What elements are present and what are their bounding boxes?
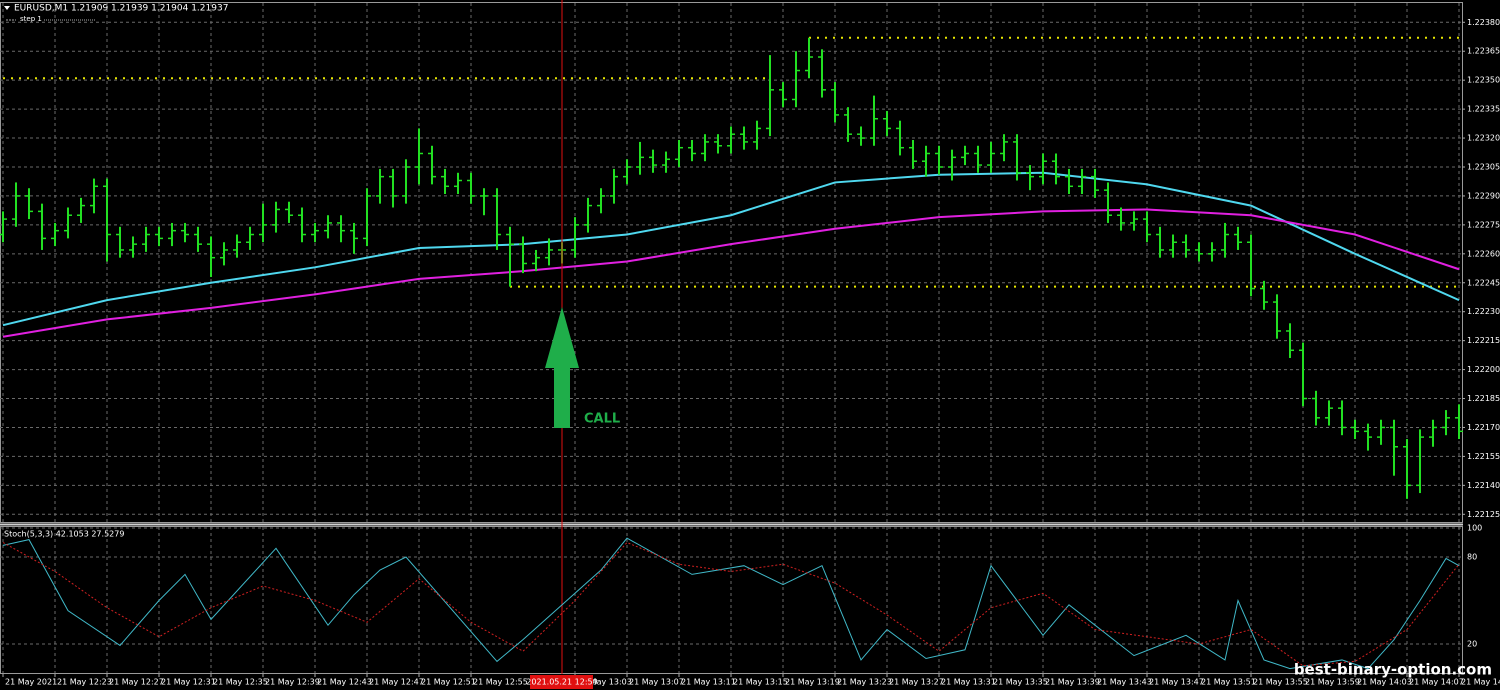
y-tick-label: 100 — [1467, 524, 1482, 533]
x-tick-label: 21 May 12:31 — [161, 678, 216, 687]
y-tick-label: 1.22335 — [1467, 105, 1500, 114]
x-tick-label: 21 May 2021 — [5, 678, 57, 687]
chart-subtitle: step 1 — [20, 15, 42, 23]
y-tick-label: 1.22365 — [1467, 47, 1500, 56]
x-tick-label: 21 May 12:47 — [369, 678, 424, 687]
y-tick-label: 1.22260 — [1467, 249, 1500, 258]
x-tick-label: 21 May 14:03 — [1357, 678, 1412, 687]
main-frame — [0, 2, 1463, 523]
x-tick-label: 21 May 12:51 — [421, 678, 476, 687]
x-tick-label: 21 May 13:27 — [889, 678, 944, 687]
y-tick-label: 80 — [1467, 553, 1477, 562]
chart-title: EURUSD,M1 1.21909 1.21939 1.21904 1.2193… — [14, 4, 228, 14]
x-tick-label: 21 May 14:11 — [1461, 678, 1500, 687]
x-tick-label: 21 May 14:07 — [1409, 678, 1464, 687]
y-tick-label: 1.22200 — [1467, 365, 1500, 374]
y-tick-label: 1.22140 — [1467, 481, 1500, 490]
x-tick-label: 21 May 13:19 — [785, 678, 840, 687]
menu-triangle — [4, 6, 10, 10]
x-tick-label: 21 May 13:15 — [733, 678, 788, 687]
stoch-line — [2, 537, 1460, 670]
y-tick-label: 1.22350 — [1467, 76, 1500, 85]
y-tick-label: 1.22170 — [1467, 423, 1500, 432]
x-tick-label: 21 May 13:59 — [1305, 678, 1360, 687]
x-tick-label: 21 May 13:51 — [1201, 678, 1256, 687]
x-tick-label: 21 May 12:43 — [317, 678, 372, 687]
call-arrow — [545, 307, 579, 428]
x-tick-label: 21 May 12:39 — [265, 678, 320, 687]
x-tick-label: 21 May 12:55 — [473, 678, 528, 687]
y-tick-label: 1.22230 — [1467, 307, 1500, 316]
watermark: best-binary-option.com — [1294, 661, 1492, 679]
y-tick-label: 1.22290 — [1467, 191, 1500, 200]
y-tick-label: 1.22245 — [1467, 278, 1500, 287]
y-tick-label: 1.22125 — [1467, 510, 1500, 519]
x-tick-label: 21 May 13:11 — [681, 678, 736, 687]
y-tick-label: 1.22320 — [1467, 134, 1500, 143]
x-tick-label: 21 May 13:23 — [837, 678, 892, 687]
crosshair-label: 2021.05.21 12:59 — [526, 678, 597, 687]
x-tick-label: 21 May 13:47 — [1149, 678, 1204, 687]
x-tick-label: 21 May 12:23 — [57, 678, 112, 687]
x-tick-label: 21 May 13:35 — [993, 678, 1048, 687]
y-tick-label: 1.22215 — [1467, 336, 1500, 345]
x-tick-label: 21 May 12:27 — [109, 678, 164, 687]
x-tick-label: 21 May 13:43 — [1097, 678, 1152, 687]
y-tick-label: 1.22380 — [1467, 18, 1500, 27]
stoch-frame — [0, 526, 1463, 674]
x-tick-label: 21 May 13:07 — [629, 678, 684, 687]
stoch-title: Stoch(5,3,3) 42.1053 27.5279 — [4, 530, 124, 539]
y-tick-label: 1.22305 — [1467, 162, 1500, 171]
moving-average — [2, 208, 1460, 338]
x-tick-label: 21 May 13:31 — [941, 678, 996, 687]
call-label: CALL — [584, 412, 620, 427]
y-tick-label: 20 — [1467, 640, 1477, 649]
x-tick-label: 21 May 12:35 — [213, 678, 268, 687]
y-tick-label: 1.22275 — [1467, 220, 1500, 229]
y-tick-label: 1.22155 — [1467, 452, 1500, 461]
x-tick-label: 21 May 13:03 — [577, 678, 632, 687]
y-tick-label: 1.22185 — [1467, 394, 1500, 403]
x-tick-label: 21 May 13:55 — [1253, 678, 1308, 687]
crosshair-label-bg — [530, 675, 593, 689]
moving-average — [2, 171, 1460, 327]
x-tick-label: 21 May 13:39 — [1045, 678, 1100, 687]
